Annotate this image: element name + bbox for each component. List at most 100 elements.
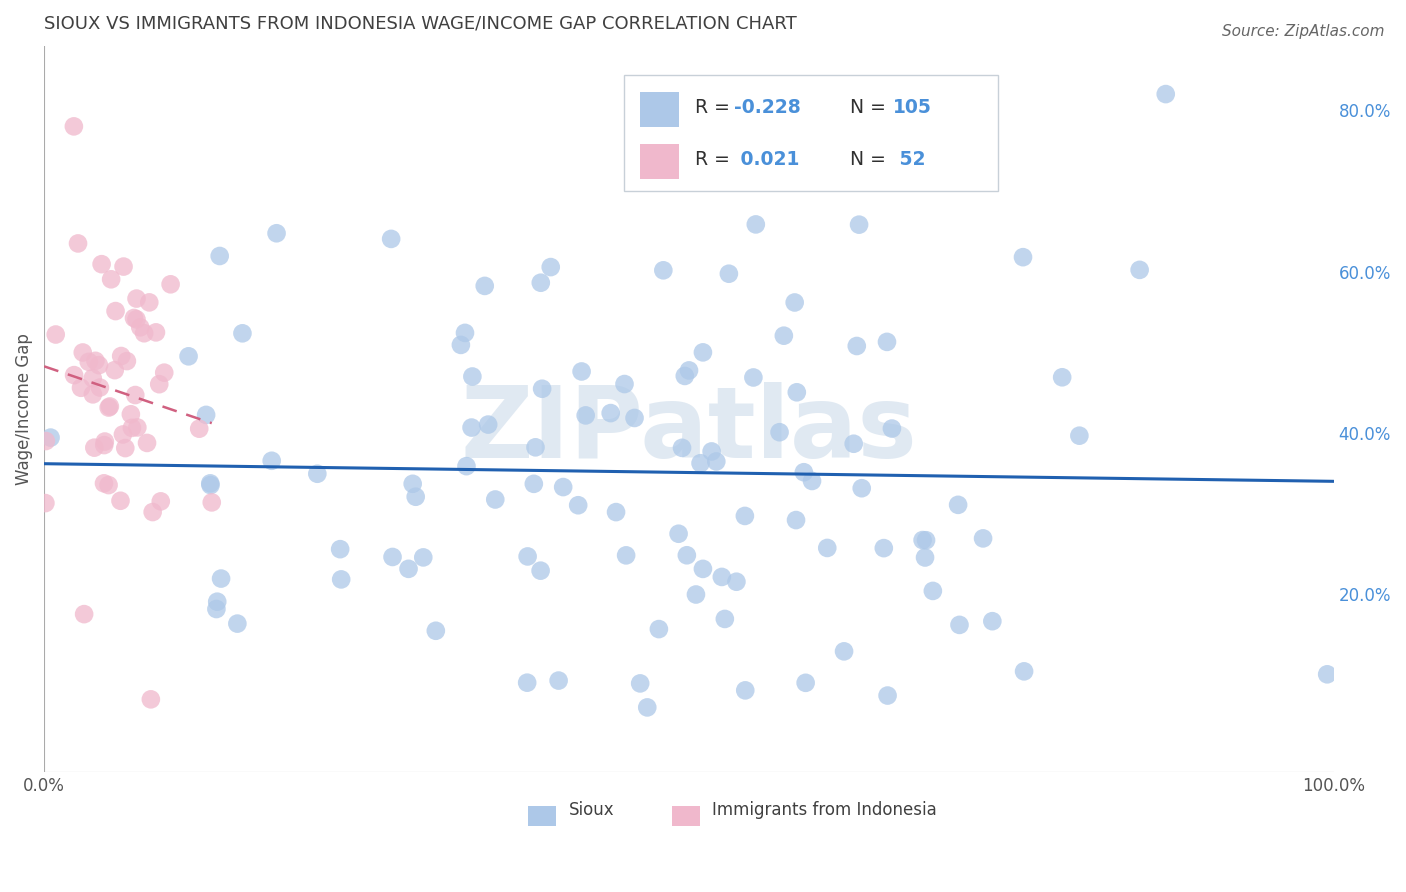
- Point: [946, 498, 969, 512]
- Point: [195, 408, 218, 422]
- Point: [1012, 250, 1035, 264]
- Point: [623, 411, 645, 425]
- Text: R =: R =: [696, 150, 730, 169]
- Point: [531, 382, 554, 396]
- Point: [177, 349, 200, 363]
- Point: [84, 354, 107, 368]
- Point: [734, 683, 756, 698]
- Point: [876, 689, 898, 703]
- Point: [786, 385, 808, 400]
- Point: [477, 417, 499, 432]
- Point: [104, 363, 127, 377]
- Point: [613, 377, 636, 392]
- Point: [201, 495, 224, 509]
- Point: [845, 339, 868, 353]
- Point: [97, 478, 120, 492]
- Point: [125, 312, 148, 326]
- Point: [516, 675, 538, 690]
- Point: [159, 277, 181, 292]
- Bar: [640, 145, 679, 179]
- Point: [307, 467, 329, 481]
- Point: [39, 431, 62, 445]
- Point: [648, 622, 671, 636]
- Point: [94, 434, 117, 449]
- Point: [380, 232, 402, 246]
- Point: [1129, 263, 1152, 277]
- Point: [785, 513, 807, 527]
- Point: [772, 328, 794, 343]
- Point: [692, 345, 714, 359]
- Point: [125, 292, 148, 306]
- Point: [200, 476, 222, 491]
- Text: 105: 105: [893, 98, 932, 117]
- Point: [231, 326, 253, 341]
- Point: [911, 533, 934, 547]
- Point: [121, 421, 143, 435]
- Point: [523, 476, 546, 491]
- Point: [599, 406, 621, 420]
- Point: [460, 420, 482, 434]
- Point: [873, 541, 896, 555]
- Point: [120, 407, 142, 421]
- Point: [704, 454, 727, 468]
- Point: [402, 476, 425, 491]
- Point: [454, 326, 477, 340]
- Point: [540, 260, 562, 274]
- Point: [516, 549, 538, 564]
- Point: [614, 549, 637, 563]
- Point: [149, 494, 172, 508]
- Point: [450, 338, 472, 352]
- Text: 0.021: 0.021: [734, 150, 800, 169]
- Point: [63, 368, 86, 383]
- Point: [685, 587, 707, 601]
- Point: [139, 692, 162, 706]
- Bar: [527, 806, 555, 827]
- Point: [948, 618, 970, 632]
- Point: [571, 364, 593, 378]
- Text: 52: 52: [893, 150, 925, 169]
- Point: [851, 481, 873, 495]
- Bar: [672, 806, 700, 827]
- Point: [266, 227, 288, 241]
- Point: [915, 533, 938, 548]
- Point: [153, 366, 176, 380]
- Point: [745, 218, 768, 232]
- Point: [567, 498, 589, 512]
- Point: [714, 612, 737, 626]
- Point: [1154, 87, 1177, 101]
- Point: [605, 505, 627, 519]
- Point: [83, 441, 105, 455]
- Point: [553, 480, 575, 494]
- Point: [205, 602, 228, 616]
- Point: [801, 474, 824, 488]
- Point: [330, 573, 353, 587]
- Point: [972, 532, 994, 546]
- Point: [398, 562, 420, 576]
- Point: [142, 505, 165, 519]
- Point: [783, 295, 806, 310]
- Point: [412, 550, 434, 565]
- Point: [209, 572, 232, 586]
- Point: [880, 421, 903, 435]
- Point: [1069, 428, 1091, 442]
- Point: [692, 562, 714, 576]
- Point: [329, 542, 352, 557]
- Point: [405, 490, 427, 504]
- Point: [461, 369, 484, 384]
- Point: [575, 409, 598, 423]
- Point: [82, 371, 104, 385]
- Point: [145, 326, 167, 340]
- Point: [914, 550, 936, 565]
- Point: [668, 526, 690, 541]
- Point: [524, 440, 547, 454]
- Point: [97, 401, 120, 415]
- Point: [73, 607, 96, 621]
- Point: [136, 436, 159, 450]
- Point: [456, 459, 478, 474]
- Point: [710, 570, 733, 584]
- Bar: [640, 92, 679, 127]
- Point: [138, 295, 160, 310]
- Point: [794, 675, 817, 690]
- Point: [63, 120, 86, 134]
- Point: [205, 595, 228, 609]
